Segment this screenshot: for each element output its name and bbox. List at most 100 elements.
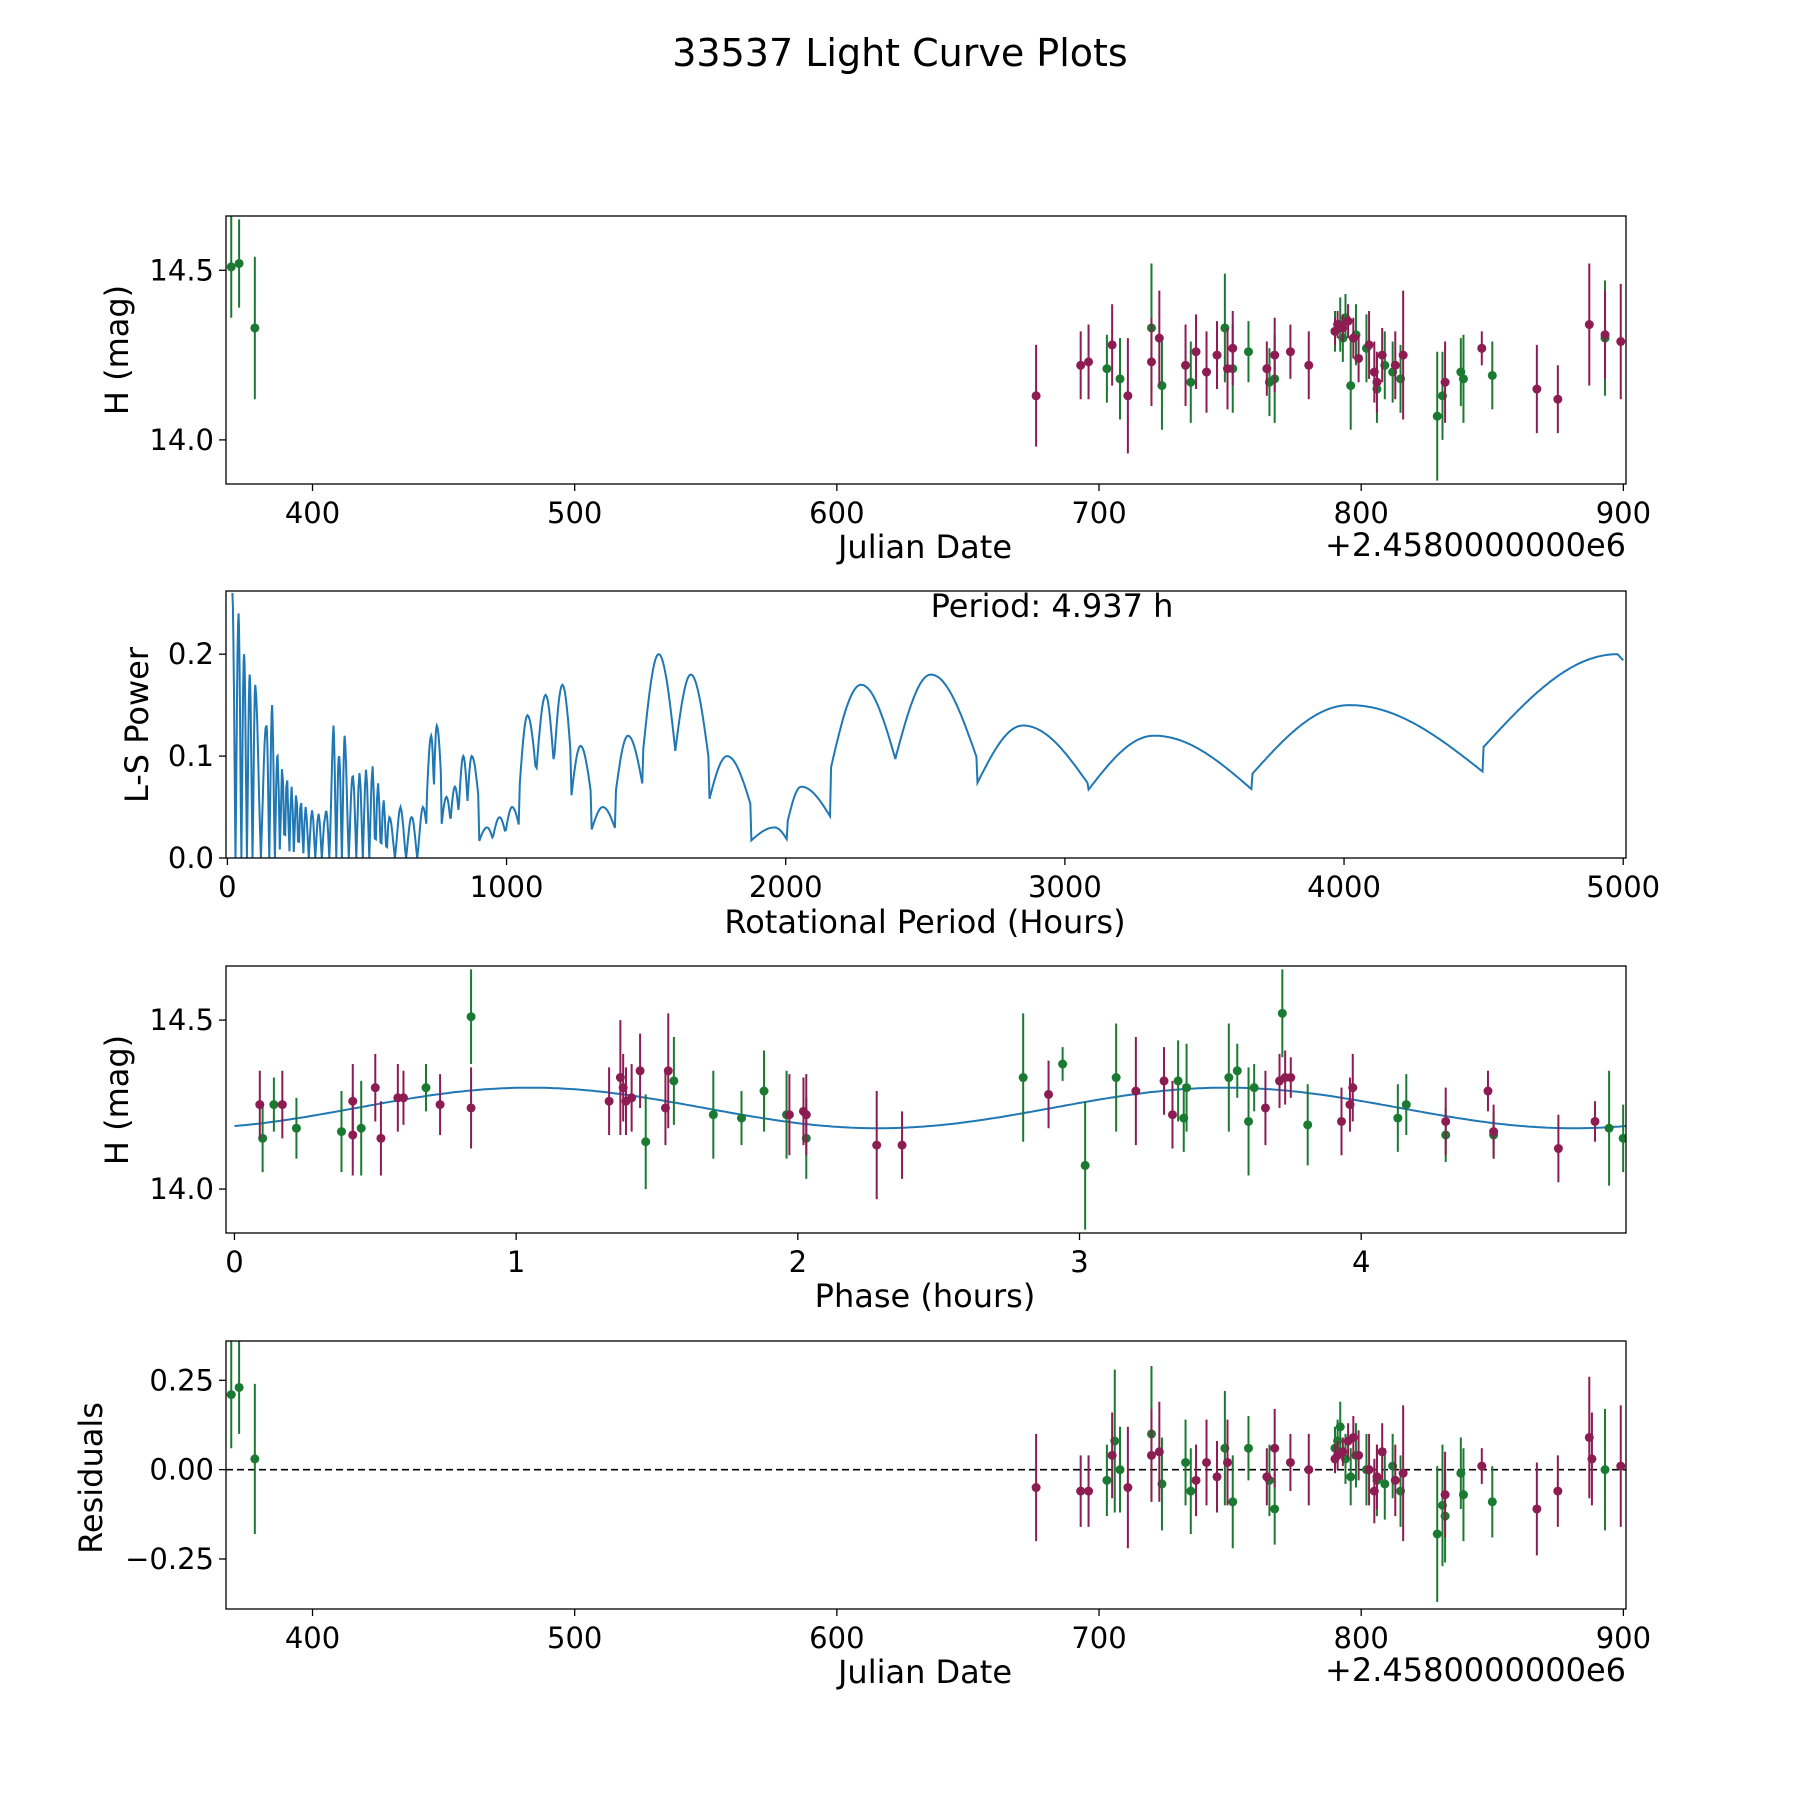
periodogram-xtick-label: 5000 xyxy=(1586,870,1660,904)
lightcurve-point xyxy=(1487,370,1497,380)
lightcurve-xtick-label: 400 xyxy=(285,496,340,530)
phased-xticks: 0 1 2 3 4 xyxy=(225,1233,1370,1279)
lightcurve-point xyxy=(1348,333,1358,343)
residuals-point xyxy=(1477,1461,1487,1471)
phased-point xyxy=(1348,1083,1358,1093)
lightcurve-offset-text: +2.4580000000e6 xyxy=(1325,526,1626,564)
phased-xtick-label: 3 xyxy=(1070,1245,1088,1279)
residuals-point xyxy=(1390,1475,1400,1485)
phased-model-curve xyxy=(234,1086,1626,1130)
phased-point xyxy=(336,1127,346,1137)
residuals-point xyxy=(1458,1490,1468,1500)
phased-frame xyxy=(225,965,1627,1234)
phased-marks xyxy=(234,969,1626,1230)
lightcurve-point xyxy=(1262,364,1272,374)
residuals-point xyxy=(1191,1475,1201,1485)
residuals-xtick-label: 400 xyxy=(285,1621,340,1655)
phased-point xyxy=(641,1137,651,1147)
periodogram-power-line xyxy=(231,592,1624,858)
phased-point xyxy=(1303,1120,1313,1130)
phased-point xyxy=(736,1113,746,1123)
residuals-point xyxy=(1348,1432,1358,1442)
lightcurve-point xyxy=(1181,360,1191,370)
lightcurve-point xyxy=(1304,360,1314,370)
lightcurve-point xyxy=(1146,357,1156,367)
lightcurve-ylabel: H (mag) xyxy=(98,285,136,415)
residuals-xticks: 400 500 600 700 800 900 xyxy=(285,1609,1651,1655)
residuals-point xyxy=(1377,1447,1387,1457)
residuals-ylabel: Residuals xyxy=(72,1402,110,1554)
residuals-point xyxy=(234,1382,244,1392)
phased-point xyxy=(1080,1160,1090,1170)
residuals-ytick-label: −0.25 xyxy=(125,1542,214,1576)
lightcurve-point xyxy=(1031,391,1041,401)
phased-point xyxy=(663,1066,673,1076)
residuals-ytick-label: 0.00 xyxy=(149,1453,214,1487)
periodogram-title: Period: 4.937 h xyxy=(931,587,1174,625)
phased-point xyxy=(1232,1066,1242,1076)
lightcurve-point xyxy=(226,262,236,272)
phased-point xyxy=(1489,1127,1499,1137)
lightcurve-point xyxy=(1123,391,1133,401)
residuals-point xyxy=(1380,1479,1390,1489)
phased-point xyxy=(466,1012,476,1022)
periodogram-ylabel: L-S Power xyxy=(118,646,156,803)
lightcurve-point xyxy=(1364,340,1374,350)
phased-point xyxy=(356,1123,366,1133)
residuals-point xyxy=(1102,1475,1112,1485)
lightcurve-point xyxy=(1186,377,1196,387)
residuals-point xyxy=(1346,1472,1356,1482)
lightcurve-point xyxy=(1285,347,1295,357)
lightcurve-frame xyxy=(225,215,1627,485)
periodogram-xtick-label: 3000 xyxy=(1028,870,1102,904)
phased-point xyxy=(348,1130,358,1140)
residuals-point xyxy=(1146,1450,1156,1460)
residuals-point xyxy=(1338,1447,1348,1457)
phased-ytick-label: 14.0 xyxy=(149,1172,214,1206)
lightcurve-point xyxy=(1584,320,1594,330)
residuals-point xyxy=(250,1454,260,1464)
residuals-point xyxy=(1600,1465,1610,1475)
lightcurve-marks xyxy=(226,216,1626,481)
lightcurve-panel: 400 500 600 700 800 900 14.014.5 Julian Date … xyxy=(98,215,1651,566)
lightcurve-point xyxy=(1243,347,1253,357)
phased-point xyxy=(435,1100,445,1110)
phased-point xyxy=(669,1076,679,1086)
residuals-point xyxy=(1372,1472,1382,1482)
residuals-ytick-label: 0.25 xyxy=(149,1363,214,1397)
residuals-point xyxy=(1354,1450,1364,1460)
residuals-point xyxy=(1212,1472,1222,1482)
phased-point xyxy=(277,1100,287,1110)
residuals-xtick-label: 500 xyxy=(547,1621,602,1655)
residuals-point xyxy=(1107,1450,1117,1460)
phased-point xyxy=(1618,1133,1626,1143)
phased-point xyxy=(1224,1073,1234,1083)
periodogram-xtick-label: 4000 xyxy=(1307,870,1381,904)
residuals-point xyxy=(226,1390,236,1400)
lightcurve-point xyxy=(1398,350,1408,360)
phased-point xyxy=(1111,1073,1121,1083)
lightcurve-point xyxy=(1076,360,1086,370)
lightcurve-point xyxy=(1377,350,1387,360)
lightcurve-point xyxy=(1532,384,1542,394)
lightcurve-point xyxy=(1338,323,1348,333)
lightcurve-point xyxy=(1372,377,1382,387)
lightcurve-point xyxy=(1115,374,1125,384)
lightcurve-point xyxy=(1600,330,1610,340)
phased-point xyxy=(604,1096,614,1106)
phased-point xyxy=(421,1083,431,1093)
periodogram-frame xyxy=(225,590,1627,859)
phased-point xyxy=(1018,1073,1028,1083)
residuals-point xyxy=(1123,1483,1133,1493)
residuals-point xyxy=(1398,1468,1408,1478)
phased-point xyxy=(1173,1076,1183,1086)
residuals-point xyxy=(1335,1422,1345,1432)
lightcurve-point xyxy=(1346,381,1356,391)
phased-point xyxy=(291,1123,301,1133)
residuals-point xyxy=(1076,1486,1086,1496)
residuals-xtick-label: 700 xyxy=(1071,1621,1126,1655)
phased-xtick-label: 0 xyxy=(225,1245,243,1279)
lightcurve-point xyxy=(1432,411,1442,421)
periodogram-xtick-label: 1000 xyxy=(470,870,544,904)
